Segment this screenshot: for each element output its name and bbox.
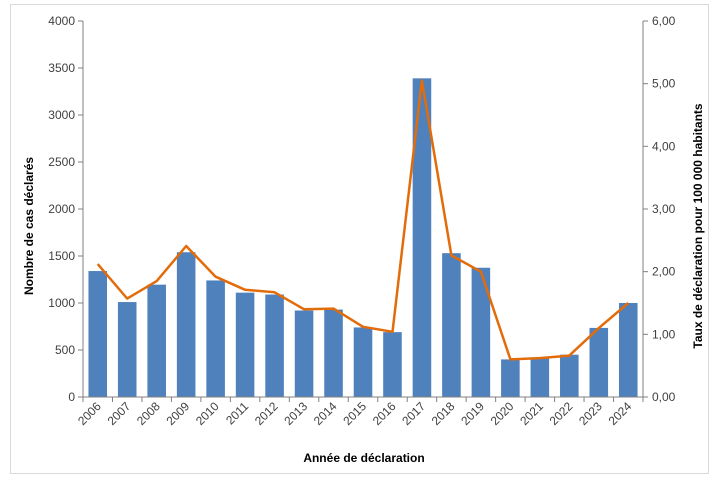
y2-tick-label: 2,00 — [652, 265, 676, 279]
bar — [383, 332, 402, 397]
bar — [471, 267, 491, 397]
x-tick-label: 2006 — [75, 399, 104, 428]
x-tick-label: 2018 — [429, 399, 458, 428]
x-tick-label: 2011 — [223, 399, 251, 427]
line-series — [96, 79, 630, 361]
x-tick-label: 2022 — [547, 399, 576, 428]
bar — [88, 271, 108, 397]
y2-tick-label: 4,00 — [652, 139, 676, 153]
bar — [530, 358, 550, 397]
y-tick-label: 2000 — [48, 202, 75, 216]
y-tick-label: 2500 — [48, 155, 75, 169]
bar — [353, 327, 373, 397]
y-tick-label: 0 — [68, 390, 75, 404]
bar — [442, 253, 461, 397]
bar — [147, 284, 166, 397]
bar — [560, 354, 579, 397]
x-tick-label: 2020 — [488, 399, 517, 428]
x-tick-label: 2010 — [193, 399, 222, 428]
x-tick-label: 2023 — [576, 399, 605, 428]
bar-series — [88, 78, 638, 397]
bar — [176, 252, 196, 397]
bar — [324, 309, 343, 397]
bar — [206, 280, 225, 397]
y2-axis-title: Taux de déclaration pour 100 000 habitan… — [691, 103, 705, 349]
bar — [117, 302, 137, 397]
bar — [265, 294, 284, 397]
y2-tick-label: 1,00 — [652, 327, 676, 341]
y2-tick-label: 0,00 — [652, 390, 676, 404]
x-tick-label: 2019 — [458, 399, 487, 428]
bar — [412, 78, 432, 397]
x-tick-label: 2009 — [163, 399, 192, 428]
x-tick-label: 2015 — [340, 399, 369, 428]
y-tick-label: 500 — [55, 343, 75, 357]
x-tick-label: 2016 — [370, 399, 399, 428]
x-tick-label: 2012 — [252, 399, 281, 428]
x-tick-label: 2013 — [281, 399, 310, 428]
rate-line — [96, 79, 630, 361]
x-tick-label: 2024 — [606, 399, 635, 428]
x-tick-label: 2008 — [134, 399, 163, 428]
bar — [294, 310, 314, 397]
y2-tick-label: 3,00 — [652, 202, 676, 216]
x-axis-title: Année de déclaration — [303, 451, 424, 465]
y2-tick-label: 5,00 — [652, 77, 676, 91]
y2-tick-label: 6,00 — [652, 14, 676, 28]
y-tick-label: 3500 — [48, 61, 75, 75]
y-tick-label: 1500 — [48, 249, 75, 263]
bar — [235, 292, 255, 397]
y-tick-label: 3000 — [48, 108, 75, 122]
bar — [589, 327, 609, 397]
x-tick-label: 2017 — [399, 399, 428, 428]
x-tick-label: 2021 — [517, 399, 546, 428]
y-tick-label: 1000 — [48, 296, 75, 310]
x-tick-label: 2007 — [105, 399, 134, 428]
y-tick-label: 4000 — [48, 14, 75, 28]
bar — [618, 303, 638, 397]
y-axis-title: Nombre de cas déclarés — [22, 157, 36, 295]
bar — [501, 359, 520, 397]
x-tick-label: 2014 — [311, 399, 340, 428]
